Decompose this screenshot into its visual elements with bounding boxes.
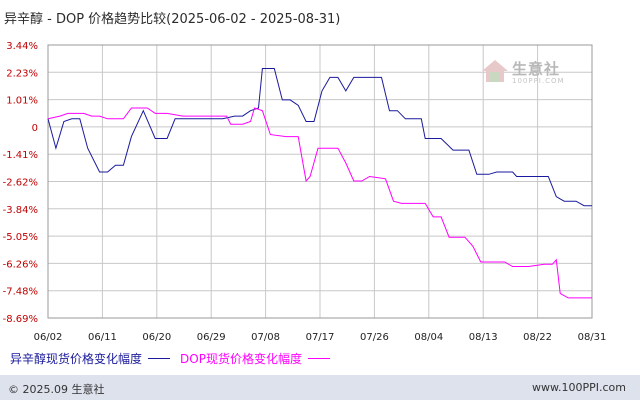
y-tick-label: -1.41% <box>3 150 38 161</box>
axis-layer: 3.44% 2.23% 1.01% 0 -1.41% -2.62% -3.84% -5.05%… <box>3 41 607 343</box>
x-tick-label: 06/11 <box>88 332 117 343</box>
legend-label-series2: DOP现货价格变化幅度 <box>180 352 302 366</box>
y-tick-label: 2.23% <box>6 68 38 79</box>
x-tick-label: 06/20 <box>142 332 171 343</box>
grid-layer <box>47 44 593 319</box>
y-tick-label: 1.01% <box>6 96 38 107</box>
series-line-2 <box>47 107 592 299</box>
plot-border <box>47 44 593 319</box>
x-tick-label: 07/26 <box>360 332 389 343</box>
x-tick-label: 08/22 <box>523 332 552 343</box>
series-line-1 <box>47 68 592 207</box>
footer-copyright: © 2025.09 生意社 <box>8 383 105 396</box>
legend-label-series1: 异辛醇现货价格变化幅度 <box>10 352 143 366</box>
y-tick-label: -5.05% <box>3 232 38 243</box>
footer-bar: © 2025.09 生意社 www.100PPI.com <box>0 375 640 400</box>
x-tick-label: 08/13 <box>469 332 498 343</box>
y-tick-label: 3.44% <box>6 41 38 52</box>
watermark-text: 生意社 <box>512 60 561 78</box>
legend: 异辛醇现货价格变化幅度 DOP现货价格变化幅度 <box>10 350 340 367</box>
watermark-subtext: 100PPI.COM <box>512 77 565 85</box>
y-tick-label: 0 <box>32 123 38 134</box>
house-logo-icon <box>482 60 508 82</box>
y-tick-label: -3.84% <box>3 205 38 216</box>
x-tick-label: 06/02 <box>34 332 63 343</box>
y-tick-label: -6.26% <box>3 259 38 270</box>
chart-svg: 3.44% 2.23% 1.01% 0 -1.41% -2.62% -3.84% -5.05%… <box>3 41 607 343</box>
y-tick-label: -7.48% <box>3 287 38 298</box>
legend-line-series2 <box>307 358 330 359</box>
chart-title: 异辛醇 - DOP 价格趋势比较(2025-06-02 - 2025-08-31… <box>4 12 341 27</box>
footer-site-link[interactable]: www.100PPI.com <box>532 381 626 394</box>
x-tick-label: 07/17 <box>306 332 335 343</box>
series-layer <box>47 68 592 299</box>
x-tick-label: 06/29 <box>197 332 226 343</box>
y-tick-label: -8.69% <box>3 314 38 325</box>
legend-line-series1 <box>148 358 171 359</box>
x-tick-label: 07/08 <box>251 332 280 343</box>
y-tick-label: -2.62% <box>3 178 38 189</box>
x-tick-label: 08/04 <box>414 332 443 343</box>
x-tick-label: 08/31 <box>578 332 607 343</box>
watermark-logo: 生意社 100PPI.COM <box>480 56 580 90</box>
